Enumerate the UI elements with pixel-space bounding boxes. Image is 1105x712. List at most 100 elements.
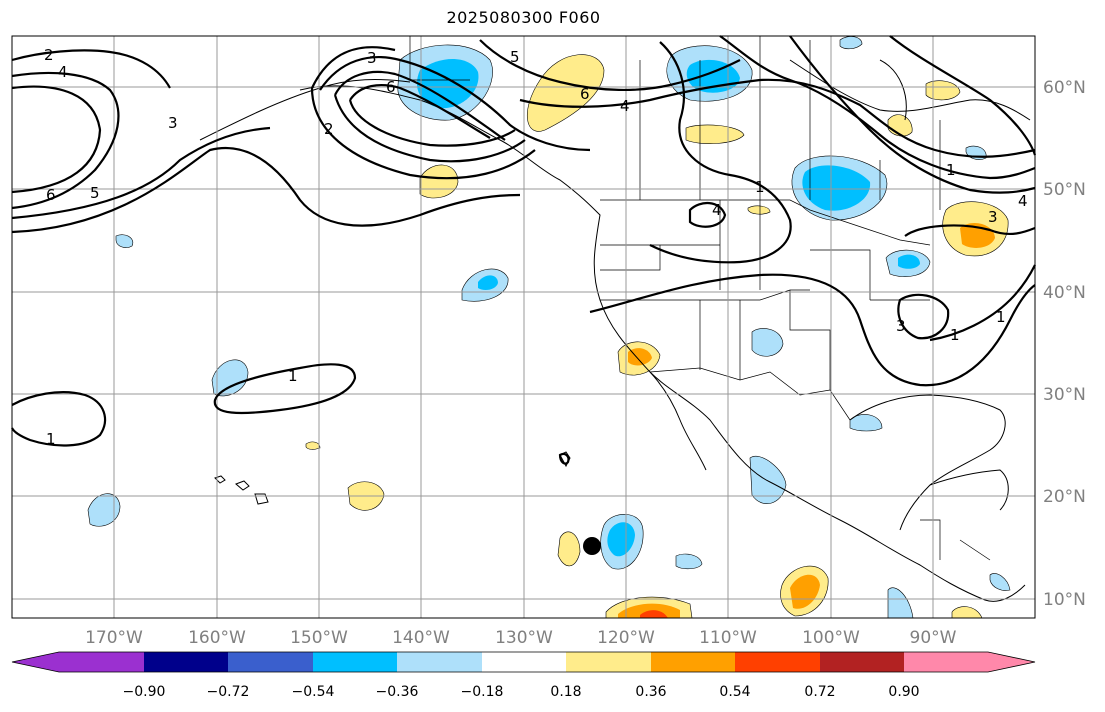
contour-line: [310, 46, 536, 180]
contour-line: [11, 126, 271, 220]
contour-line: [897, 293, 950, 340]
positive-anomaly-patch: [557, 531, 581, 567]
contour-line: [11, 85, 102, 194]
negative-anomaly-patch: [989, 573, 1011, 591]
lat-label: 10°N: [1043, 590, 1086, 610]
contour-line: [11, 391, 107, 447]
contour-label: 4: [58, 63, 68, 81]
negative-anomaly-patch: [839, 36, 863, 50]
contour-label: 4: [712, 201, 722, 219]
lat-label: 20°N: [1043, 487, 1086, 507]
contour-line: [11, 71, 120, 210]
contour-line: [319, 56, 591, 152]
contour-line: [479, 39, 741, 92]
contour-labels: 2 4 6 5 3 2 1 1 6 4 3 5 6 1 4 1 3 3 1 1 …: [44, 46, 1028, 448]
contour-label: 3: [988, 208, 998, 226]
positive-anomaly-patch: [925, 80, 961, 101]
colorbar-segment: [59, 652, 144, 672]
map-title: 2025080300 F060: [446, 8, 601, 27]
colorbar-outline: [11, 651, 1036, 673]
colorbar-segment: [397, 652, 482, 672]
map-frame: [11, 35, 1036, 619]
central-america-lines: [920, 519, 991, 561]
colorbar-label: −0.36: [376, 684, 419, 700]
colorbar-segment: [144, 652, 228, 672]
colorbar-label: 0.18: [550, 684, 581, 700]
contour-line: [213, 363, 357, 415]
gulf-coast: [849, 394, 1006, 531]
colorbar-segment: [313, 652, 397, 672]
latitude-labels: 60°N 50°N 40°N 30°N 20°N 10°N: [1043, 78, 1086, 610]
colorbar-label: −0.72: [207, 684, 250, 700]
positive-anomaly-patch: [747, 205, 771, 215]
positive-anomaly-core: [790, 574, 820, 609]
negative-anomaly-patch: [211, 359, 249, 397]
contour-line: [519, 78, 1036, 158]
lon-label: 150°W: [290, 628, 348, 648]
lon-label: 140°W: [392, 628, 450, 648]
contour-label: 6: [386, 78, 396, 96]
contour-label: 1: [755, 178, 765, 196]
contour-line: [11, 49, 171, 89]
contour-label: 1: [288, 367, 298, 385]
contour-label: 1: [946, 161, 956, 179]
colorbar-label: −0.90: [123, 684, 166, 700]
colorbar-segment: [482, 652, 566, 672]
lon-label: 90°W: [910, 628, 957, 648]
contour-label: 4: [1018, 192, 1028, 210]
negative-anomaly-core: [898, 254, 920, 269]
colorbar-segment: [904, 652, 988, 672]
colorbar-label: −0.54: [292, 684, 335, 700]
colorbar-max-extend: [988, 652, 1035, 672]
lat-label: 50°N: [1043, 180, 1086, 200]
alaska-coast: [199, 79, 411, 141]
contour-label: 1: [46, 430, 56, 448]
colorbar: [11, 651, 1036, 673]
contour-label: 3: [896, 317, 906, 335]
colorbar-label: 0.36: [635, 684, 666, 700]
colorbar-segment: [566, 652, 651, 672]
contour-line: [789, 35, 1036, 194]
longitude-labels: 170°W 160°W 150°W 140°W 130°W 120°W 110°…: [85, 628, 957, 648]
positive-anomaly-core: [628, 348, 652, 366]
negative-anomaly-core: [802, 165, 871, 211]
colorbar-segment: [228, 652, 313, 672]
contour-line: [929, 264, 1036, 342]
lon-label: 130°W: [495, 628, 553, 648]
contour-line: [589, 273, 1036, 387]
contour-line: [904, 224, 1036, 237]
lon-label: 120°W: [597, 628, 655, 648]
colorbar-label: 0.90: [888, 684, 919, 700]
canada-province-lines: [639, 36, 811, 200]
contour-line: [558, 452, 570, 465]
lon-label: 160°W: [188, 628, 246, 648]
contour-label: 5: [90, 184, 100, 202]
negative-anomaly-patch: [749, 455, 787, 504]
colorbar-segment: [651, 652, 735, 672]
storm-center-marker: [583, 537, 601, 555]
lat-label: 30°N: [1043, 385, 1086, 405]
contours: [11, 35, 1037, 465]
yucatan-coast: [929, 469, 1009, 511]
colorbar-label: 0.72: [804, 684, 835, 700]
contour-line: [11, 147, 521, 234]
contour-line: [348, 84, 516, 147]
us-canada-border: [600, 199, 931, 246]
contour-label: 1: [996, 308, 1006, 326]
colorbar-label: 0.54: [719, 684, 750, 700]
positive-anomaly-core: [640, 610, 668, 618]
lat-label: 40°N: [1043, 283, 1086, 303]
contour-label: 3: [168, 114, 178, 132]
contour-label: 6: [580, 85, 590, 103]
contour-label: 4: [620, 97, 630, 115]
contour-label: 2: [324, 120, 334, 138]
positive-anomaly-patch: [419, 164, 459, 199]
colorbar-min-extend: [12, 652, 59, 672]
negative-anomaly-patch: [87, 493, 121, 527]
lon-label: 170°W: [85, 628, 143, 648]
contour-line: [688, 202, 727, 228]
contour-line: [719, 35, 1036, 180]
negative-anomaly-patch: [751, 328, 784, 357]
contour-label: 6: [46, 186, 56, 204]
